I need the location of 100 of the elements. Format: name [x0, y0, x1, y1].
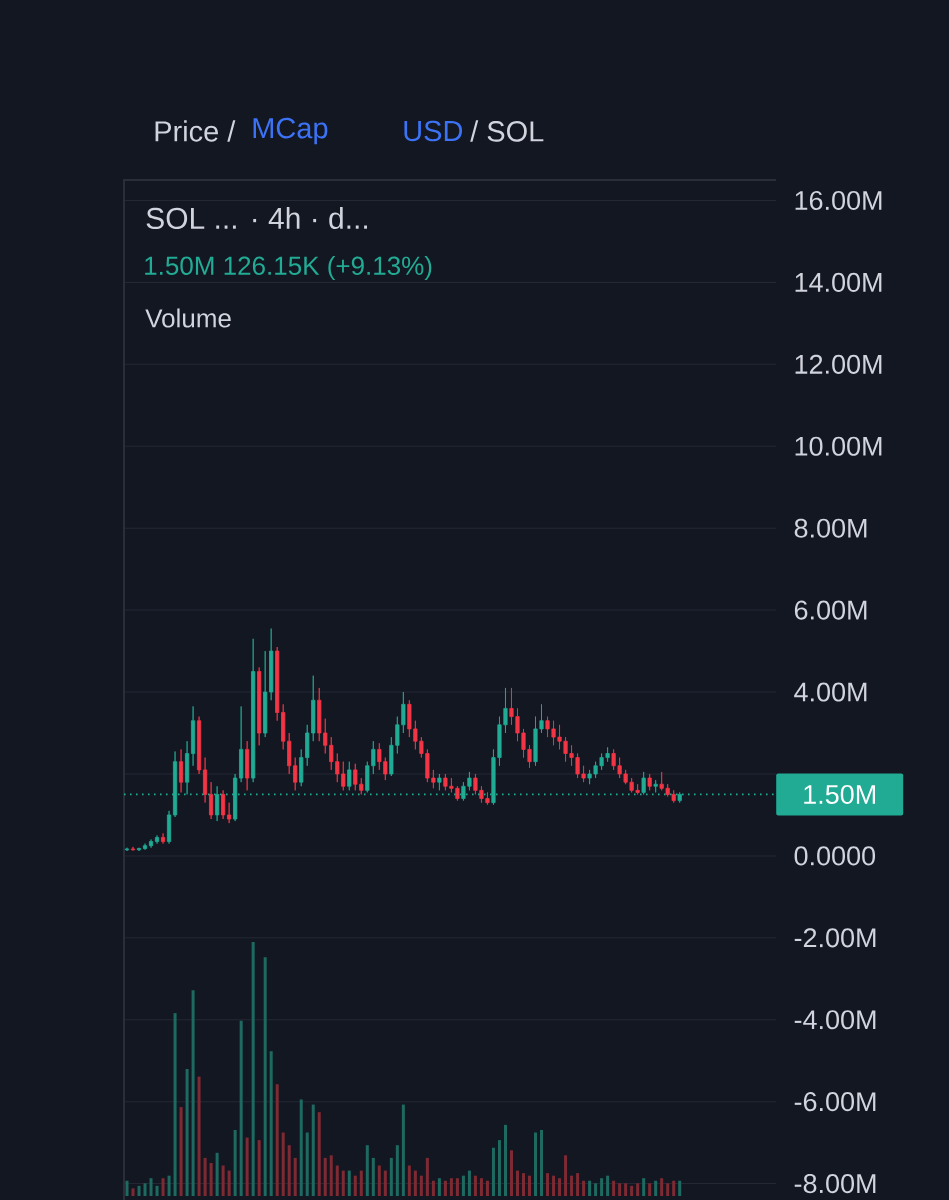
candlestick: [347, 761, 352, 791]
bar: [215, 1152, 219, 1196]
bar: [630, 1185, 634, 1196]
candlestick: [178, 748, 184, 793]
bar: [263, 957, 267, 1196]
candlestick: [130, 846, 136, 851]
bar: [678, 1180, 682, 1196]
bar: [221, 1165, 225, 1196]
y-tick-label: 0.0000: [794, 846, 876, 866]
candlestick: [203, 757, 208, 804]
bar: [335, 1165, 339, 1196]
bar: [558, 1178, 562, 1196]
bar: [588, 1180, 592, 1196]
y-tick-label: 4.00M: [794, 682, 867, 702]
candlestick: [227, 802, 232, 824]
bar: [317, 1112, 321, 1196]
bar: [287, 1145, 291, 1196]
bar: [323, 1157, 327, 1196]
bar: [329, 1155, 333, 1196]
bar: [672, 1180, 676, 1196]
bar: [618, 1183, 622, 1196]
bar: [449, 1178, 453, 1196]
y-tick-label: -8.00M: [794, 1174, 876, 1194]
bar: [425, 1157, 429, 1196]
candlestick: [124, 847, 130, 852]
bar: [191, 990, 195, 1196]
bar: [528, 1175, 532, 1196]
bar: [546, 1173, 550, 1196]
bar: [389, 1157, 393, 1196]
text: USD: [404, 120, 463, 142]
bar: [594, 1183, 598, 1196]
bar: [606, 1175, 610, 1196]
candlestick: [251, 638, 256, 783]
bar: [576, 1173, 580, 1196]
bar: [509, 1150, 513, 1196]
bar: [179, 1107, 183, 1196]
bar: [365, 1145, 369, 1196]
bar: [353, 1175, 357, 1196]
candlestick: [154, 835, 160, 845]
bar: [419, 1175, 423, 1196]
bar: [497, 1140, 501, 1196]
candlestick: [437, 773, 442, 791]
bar: [137, 1185, 141, 1196]
bar: [624, 1183, 628, 1196]
bar: [239, 1020, 243, 1196]
bar: [143, 1183, 147, 1196]
bar: [209, 1162, 213, 1196]
bar: [636, 1183, 640, 1196]
candlestick: [160, 832, 166, 845]
y-tick-label: 16.00M: [795, 190, 882, 211]
bar: [395, 1145, 399, 1196]
candlestick: [221, 789, 226, 820]
bar: [269, 1051, 273, 1196]
ref-line-label: 1.50M: [804, 784, 875, 805]
bar: [155, 1185, 159, 1196]
bar: [437, 1178, 441, 1196]
annotation: Volume: [145, 308, 231, 328]
bar: [413, 1170, 417, 1196]
bar: [515, 1170, 519, 1196]
bar: [161, 1178, 165, 1196]
text: 1.50M 126.15K (+9.13%): [145, 255, 432, 281]
bar: [582, 1180, 586, 1196]
bar: [564, 1155, 568, 1196]
bar: [131, 1188, 135, 1196]
bar: [251, 941, 255, 1196]
bar: [125, 1180, 129, 1196]
y-tick-label: -4.00M: [794, 1010, 876, 1030]
bar: [407, 1165, 411, 1196]
text: MCap: [253, 117, 328, 145]
bar: [479, 1178, 483, 1196]
bar: [540, 1129, 544, 1196]
bar: [491, 1147, 495, 1196]
bar: [167, 1175, 171, 1196]
bar: [401, 1104, 405, 1196]
bar: [467, 1170, 471, 1196]
y-tick-label: -6.00M: [794, 1092, 876, 1112]
text: SOL ... · 4h · d...: [146, 206, 367, 230]
candlestick: [148, 839, 154, 849]
bar: [197, 1076, 201, 1196]
bar: [371, 1157, 375, 1196]
candlestick: [197, 716, 202, 775]
bar: [473, 1175, 477, 1196]
bar: [570, 1175, 574, 1196]
bar: [203, 1157, 207, 1196]
bar: [660, 1178, 664, 1196]
candlestick: [647, 773, 652, 791]
candlestick: [257, 667, 262, 746]
bar: [227, 1170, 231, 1196]
bar: [552, 1175, 556, 1196]
bar: [245, 1137, 249, 1196]
bar: [149, 1178, 153, 1196]
candlestick: [136, 847, 142, 852]
bar: [347, 1170, 351, 1196]
bar: [600, 1178, 604, 1196]
bar: [305, 1132, 309, 1196]
text: Price /: [155, 120, 236, 142]
bar: [654, 1180, 658, 1196]
bar: [341, 1170, 345, 1196]
y-tick-label: 6.00M: [794, 600, 867, 620]
candlestick: [671, 789, 676, 804]
